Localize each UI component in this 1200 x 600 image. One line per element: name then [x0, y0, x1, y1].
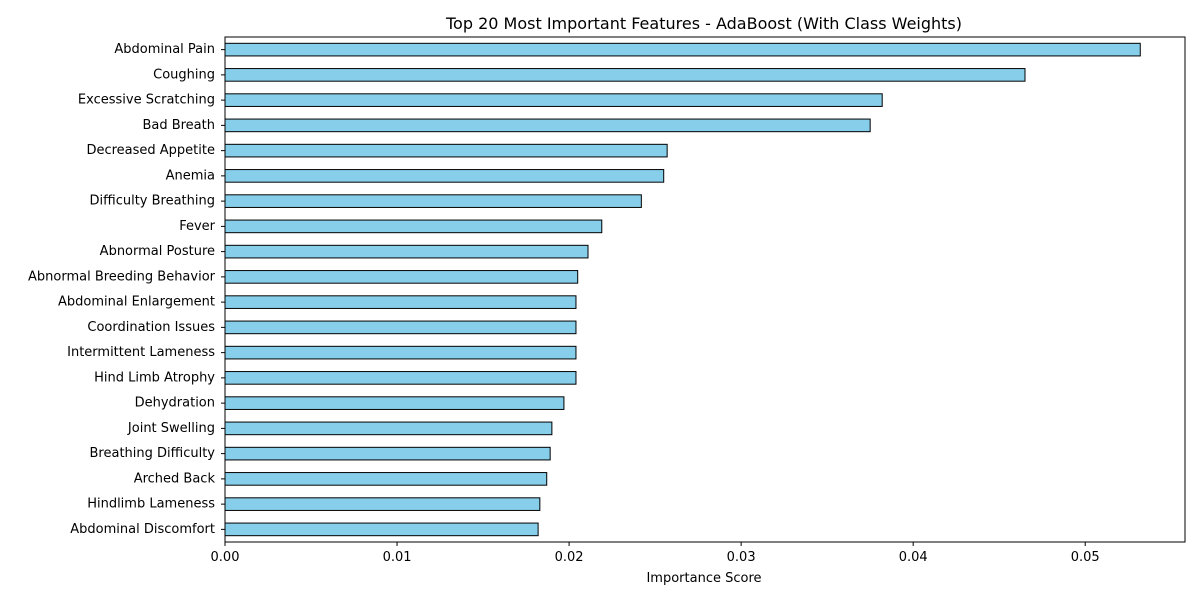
bar [224, 446, 551, 461]
chart-title: Top 20 Most Important Features - AdaBoos… [445, 14, 962, 33]
bar [224, 42, 1141, 57]
x-axis-label: Importance Score [646, 571, 761, 586]
x-tick-label: 0.04 [899, 550, 928, 565]
bar [224, 396, 565, 410]
y-tick-label: Coordination Issues [87, 320, 215, 335]
bar [224, 522, 539, 537]
y-tick-label: Difficulty Breathing [90, 194, 216, 209]
bar [224, 219, 603, 234]
bar [224, 345, 577, 360]
y-tick-label: Hind Limb Atrophy [94, 370, 215, 385]
y-tick-label: Excessive Scratching [78, 93, 215, 108]
y-tick-label: Hindlimb Lameness [87, 497, 215, 512]
y-tick-label: Bad Breath [142, 118, 215, 133]
bar [224, 371, 577, 385]
y-axis: Abdominal Pain Coughing Excessive Scratchi… [28, 42, 225, 537]
y-tick-label: Anemia [166, 168, 215, 183]
bar [224, 118, 871, 133]
y-tick-label: Coughing [153, 67, 215, 82]
y-tick-label: Breathing Difficulty [90, 446, 216, 461]
x-tick-label: 0.00 [211, 550, 240, 565]
x-axis: 0.00 0.01 0.02 0.03 0.04 0.05 [211, 542, 1100, 565]
y-tick-label: Abdominal Pain [114, 42, 215, 57]
x-tick-label: 0.05 [1071, 550, 1100, 565]
x-tick-label: 0.01 [383, 550, 412, 565]
bar [224, 244, 589, 259]
y-tick-label: Abdominal Discomfort [70, 522, 215, 537]
bar [224, 143, 668, 158]
bar [224, 497, 541, 511]
bar [224, 421, 553, 436]
bar [224, 93, 883, 107]
bar [224, 68, 1026, 82]
bar [224, 320, 577, 335]
y-tick-label: Abdominal Enlargement [58, 295, 215, 310]
y-tick-label: Abnormal Posture [100, 244, 215, 259]
x-tick-label: 0.03 [727, 550, 756, 565]
bar [224, 270, 579, 284]
y-tick-label: Joint Swelling [127, 421, 215, 436]
y-tick-label: Intermittent Lameness [67, 345, 215, 360]
bar [224, 194, 642, 208]
y-tick-label: Fever [179, 219, 215, 234]
y-tick-label: Abnormal Breeding Behavior [28, 269, 216, 284]
bar [224, 472, 548, 486]
bar [224, 169, 665, 183]
y-tick-label: Decreased Appetite [86, 143, 215, 158]
bar [224, 295, 577, 309]
bars-group [224, 42, 1141, 537]
plot-frame [224, 36, 1186, 543]
x-tick-label: 0.02 [555, 550, 584, 565]
y-tick-label: Dehydration [135, 396, 215, 411]
y-tick-label: Arched Back [134, 471, 216, 486]
